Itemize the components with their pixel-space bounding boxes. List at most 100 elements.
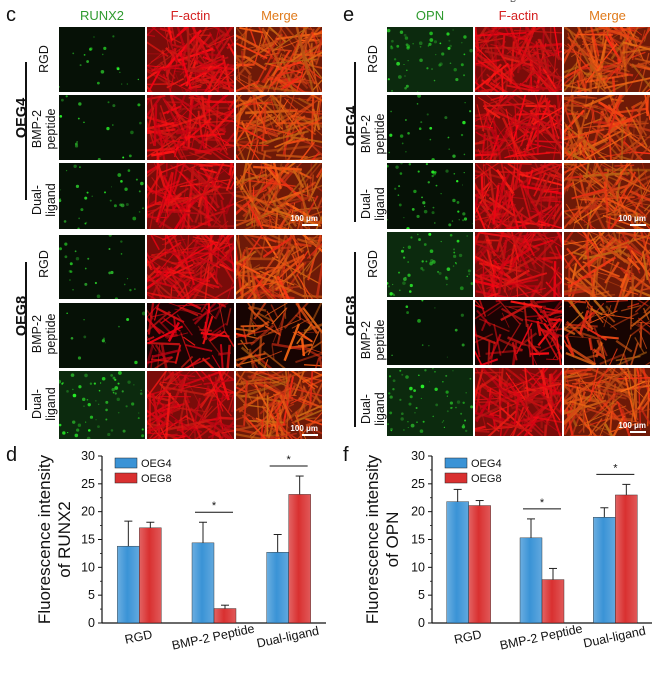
merge-micrograph [236, 303, 322, 368]
merge-micrograph [236, 27, 322, 92]
merge-micrograph: 100 μm [236, 163, 322, 229]
legend-label-oeg4: OEG4 [471, 458, 502, 470]
group-bracket-oeg8 [25, 262, 27, 410]
group-label-oeg8: OEG8 [344, 286, 360, 346]
green-channel-micrograph [387, 27, 473, 92]
y-axis-label: Fluorescence intensity [35, 454, 54, 624]
f-actin-micrograph [475, 163, 562, 229]
f-actin-micrograph [147, 371, 234, 439]
green-channel-micrograph [59, 27, 145, 92]
merge-micrograph [564, 27, 650, 92]
row-label-rgd: RGD [37, 29, 51, 89]
merge-micrograph: 100 μm [564, 368, 650, 436]
group-label-oeg4: OEG4 [344, 96, 360, 156]
column-header-factin: F-actin [148, 8, 233, 23]
legend-label-oeg8: OEG8 [141, 473, 172, 485]
f-actin-micrograph [475, 368, 562, 436]
legend-swatch-oeg4 [445, 458, 467, 468]
y-tick-label: 15 [81, 533, 95, 547]
panel-e-letter: e [343, 4, 354, 27]
group-bracket-oeg4 [354, 62, 356, 222]
group-bracket-oeg4 [25, 62, 27, 200]
scale-bar [302, 224, 318, 226]
y-tick-label: 20 [81, 505, 95, 519]
y-tick-label: 15 [411, 533, 425, 547]
column-header-factin: F-actin [476, 8, 561, 23]
x-tick-label: RGD [453, 627, 483, 646]
merge-micrograph [564, 95, 650, 160]
green-channel-micrograph [59, 371, 145, 439]
row-label-dual: Dual-ligand [359, 379, 387, 439]
bar-oeg8 [615, 495, 637, 623]
bar-oeg4 [520, 538, 542, 623]
row-label-bmp2: BMP-2 peptide [30, 99, 58, 159]
group-label-oeg8: OEG8 [14, 286, 30, 346]
x-tick-label: BMP-2 Peptide [171, 621, 256, 652]
bar-oeg4 [192, 543, 214, 623]
row-label-bmp2: BMP-2 peptide [359, 104, 387, 164]
row-label-dual: Dual-ligand [30, 170, 58, 230]
group-bracket-oeg8 [354, 252, 356, 427]
scale-bar-label: 100 μm [290, 424, 318, 436]
row-label-bmp2: BMP-2 peptide [359, 310, 387, 370]
f-actin-micrograph [147, 235, 234, 299]
f-actin-micrograph [147, 303, 234, 368]
green-channel-micrograph [59, 303, 145, 368]
merge-micrograph [564, 300, 650, 365]
cropped-text-fragment: B [510, 0, 516, 4]
row-label-rgd: RGD [366, 29, 380, 89]
f-actin-micrograph [475, 232, 562, 297]
row-label-dual: Dual-ligand [359, 174, 387, 234]
y-axis-label: Fluorescence intensity [363, 454, 382, 624]
green-channel-micrograph [387, 163, 473, 229]
green-channel-micrograph [59, 95, 145, 160]
y-tick-label: 25 [81, 477, 95, 491]
y-axis-label: of RUNX2 [55, 501, 74, 578]
scale-bar-label: 100 μm [290, 214, 318, 226]
f-actin-micrograph [147, 27, 234, 92]
legend-swatch-oeg4 [115, 458, 137, 468]
legend-swatch-oeg8 [445, 473, 467, 483]
bar-oeg8 [214, 609, 236, 623]
column-header-opn: OPN [388, 8, 472, 23]
bar-oeg8 [469, 506, 491, 623]
panel-c-letter: c [6, 4, 16, 27]
significance-star: * [287, 454, 292, 466]
group-label-oeg4: OEG4 [14, 88, 30, 148]
row-label-rgd: RGD [366, 234, 380, 294]
scale-bar [630, 431, 646, 433]
x-tick-label: RGD [123, 627, 153, 646]
f-actin-micrograph [147, 95, 234, 160]
row-label-rgd: RGD [37, 234, 51, 294]
scale-bar-label: 100 μm [618, 214, 646, 226]
merge-micrograph [564, 232, 650, 297]
green-channel-micrograph [387, 95, 473, 160]
y-tick-label: 0 [88, 616, 95, 630]
f-actin-micrograph [147, 163, 234, 229]
legend-label-oeg4: OEG4 [141, 458, 172, 470]
merge-micrograph [236, 95, 322, 160]
column-header-merge: Merge [565, 8, 650, 23]
bar-oeg4 [447, 502, 469, 623]
column-header-merge: Merge [237, 8, 322, 23]
significance-star: * [613, 462, 618, 474]
bar-oeg4 [593, 517, 615, 623]
scale-bar [630, 224, 646, 226]
green-channel-micrograph [59, 235, 145, 299]
f-actin-micrograph [475, 95, 562, 160]
merge-micrograph: 100 μm [564, 163, 650, 229]
x-tick-label: Dual-ligand [582, 624, 647, 651]
bar-oeg8 [139, 528, 161, 623]
green-channel-micrograph [387, 300, 473, 365]
y-tick-label: 30 [411, 449, 425, 463]
y-tick-label: 5 [88, 588, 95, 602]
y-tick-label: 10 [411, 560, 425, 574]
bar-oeg8 [289, 494, 311, 623]
y-tick-label: 25 [411, 477, 425, 491]
significance-star: * [540, 497, 545, 509]
green-channel-micrograph [387, 232, 473, 297]
